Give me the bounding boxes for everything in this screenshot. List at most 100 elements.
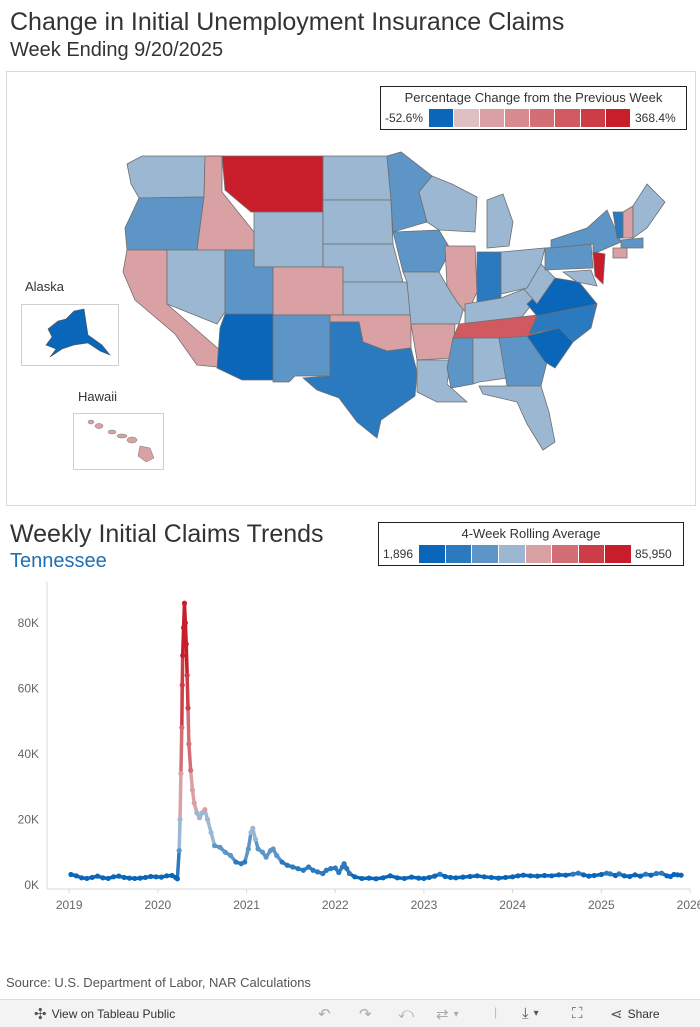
revert-button[interactable]: ⤺ — [398, 1005, 414, 1022]
tableau-toolbar: ✣ View on Tableau Public ↶ ↷ ⤺ ⇄ ▾ | ⤓ ▾ ⛶… — [0, 999, 700, 1027]
data-point — [627, 873, 633, 880]
tableau-logo-icon: ✣ — [34, 1006, 47, 1023]
data-point — [148, 873, 154, 880]
state-connecticut[interactable] — [612, 247, 628, 259]
state-new-york[interactable] — [550, 209, 622, 255]
data-point — [184, 672, 190, 678]
data-point — [520, 872, 526, 878]
state-michigan[interactable] — [486, 193, 514, 249]
data-point — [185, 705, 191, 711]
map-legend-swatch — [504, 109, 529, 127]
state-wyoming[interactable] — [253, 211, 324, 268]
state-new-mexico[interactable] — [272, 314, 331, 383]
state-south-dakota[interactable] — [322, 199, 394, 245]
data-point — [556, 872, 562, 878]
data-point — [320, 870, 326, 877]
data-point — [68, 871, 74, 878]
x-tick-label: 2022 — [322, 898, 349, 912]
data-point — [279, 859, 285, 865]
state-oregon[interactable] — [124, 196, 205, 251]
trend-legend-swatch — [552, 545, 578, 563]
series-line-segment — [177, 817, 182, 853]
view-on-tableau-button[interactable]: ✣ View on Tableau Public — [34, 1005, 175, 1023]
refresh-button[interactable]: ⇄ ▾ — [436, 1005, 459, 1023]
data-point — [534, 873, 541, 879]
data-point — [352, 874, 358, 880]
state-massachusetts[interactable] — [620, 237, 644, 249]
alaska-shape[interactable] — [22, 305, 118, 365]
state-new-hampshire[interactable] — [622, 205, 634, 239]
download-icon: ⤓ — [522, 1005, 529, 1022]
data-point — [233, 859, 239, 865]
hawaii-shape[interactable] — [74, 414, 163, 469]
data-point — [245, 846, 251, 852]
view-on-tableau-label: View on Tableau Public — [51, 1007, 176, 1021]
data-point — [431, 873, 438, 879]
fullscreen-icon: ⛶ — [572, 1005, 583, 1022]
data-point — [421, 875, 427, 882]
state-nevada[interactable] — [166, 249, 226, 325]
y-tick-label: 40K — [18, 747, 39, 761]
data-point — [341, 861, 347, 867]
state-missouri[interactable] — [402, 271, 466, 325]
data-point — [186, 741, 192, 747]
state-colorado[interactable] — [272, 266, 344, 316]
data-point — [659, 870, 665, 876]
data-point — [416, 875, 422, 881]
data-point — [586, 873, 592, 879]
fullscreen-button[interactable]: ⛶ — [572, 1005, 583, 1022]
state-florida[interactable] — [478, 385, 556, 451]
data-point — [189, 787, 196, 793]
data-point — [176, 847, 182, 854]
state-alabama[interactable] — [472, 337, 508, 385]
toolbar-divider: | — [494, 1005, 498, 1019]
state-ohio[interactable] — [500, 247, 546, 295]
data-point — [300, 867, 306, 873]
refresh-icon: ⇄ — [436, 1006, 449, 1023]
share-button[interactable]: ⋖ Share — [610, 1005, 660, 1023]
state-north-dakota[interactable] — [322, 155, 392, 201]
data-point — [164, 873, 170, 879]
data-point — [284, 862, 290, 868]
series-line-segment — [187, 742, 193, 773]
data-point — [488, 874, 494, 881]
x-tick-label: 2020 — [145, 898, 172, 912]
redo-button[interactable]: ↷ — [359, 1005, 372, 1023]
data-point — [570, 871, 576, 877]
state-iowa[interactable] — [392, 229, 452, 273]
undo-button[interactable]: ↶ — [318, 1005, 331, 1023]
state-mississippi[interactable] — [446, 337, 474, 389]
state-maine[interactable] — [632, 183, 666, 239]
series-line-segment — [175, 848, 181, 881]
state-texas[interactable] — [302, 321, 418, 439]
state-arizona[interactable] — [216, 313, 274, 381]
state-georgia[interactable] — [498, 335, 548, 387]
state-arkansas[interactable] — [410, 323, 456, 361]
data-point — [467, 873, 473, 880]
state-new-jersey[interactable] — [592, 251, 606, 285]
x-tick-label: 2025 — [588, 898, 615, 912]
data-point — [105, 875, 111, 882]
trend-legend-swatch — [498, 545, 525, 563]
trend-legend-title: 4-Week Rolling Average — [461, 526, 601, 541]
data-point — [460, 874, 466, 880]
data-point — [295, 866, 301, 872]
undo-icon: ↶ — [318, 1006, 331, 1023]
data-point — [332, 865, 338, 871]
data-point — [180, 625, 187, 631]
data-point — [527, 873, 533, 879]
state-wisconsin[interactable] — [418, 175, 478, 233]
data-point — [78, 875, 85, 881]
x-tick-label: 2026 — [677, 898, 700, 912]
data-point — [250, 825, 256, 831]
data-point — [208, 829, 214, 836]
data-point — [380, 875, 386, 881]
state-washington[interactable] — [126, 155, 206, 199]
data-point — [153, 874, 159, 880]
data-point — [653, 870, 659, 877]
download-button[interactable]: ⤓ ▾ — [522, 1005, 539, 1022]
state-maryland[interactable] — [561, 269, 598, 287]
state-kansas[interactable] — [342, 281, 412, 316]
data-point — [541, 872, 548, 879]
state-indiana[interactable] — [476, 251, 502, 305]
